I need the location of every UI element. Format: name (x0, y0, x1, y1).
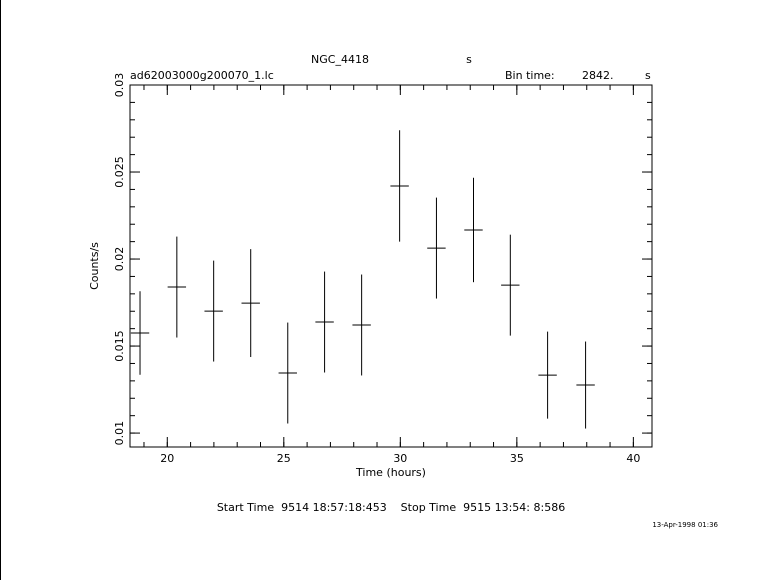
y-tick-label: 0.015 (113, 330, 126, 362)
x-tick-label: 25 (277, 452, 291, 465)
plot-frame (129, 84, 653, 448)
x-tick-label: 40 (626, 452, 640, 465)
y-axis-label: Counts/s (88, 242, 101, 290)
title-unit: s (466, 53, 472, 66)
timestamp: 13-Apr-1998 01:36 (652, 521, 718, 529)
chart-title: NGC_4418 (311, 53, 369, 66)
bin-value: 2842. (582, 69, 614, 82)
bin-label: Bin time: (505, 69, 555, 82)
x-axis-label: Time (hours) (355, 466, 426, 479)
y-tick-label: 0.01 (113, 421, 126, 446)
x-tick-label: 20 (160, 452, 174, 465)
bin-unit: s (645, 69, 651, 82)
y-tick-label: 0.03 (113, 73, 126, 98)
x-tick-label: 30 (393, 452, 407, 465)
subtitle: ad62003000g200070_1.lc (130, 69, 274, 82)
y-tick-label: 0.02 (113, 247, 126, 272)
x-tick-label: 35 (510, 452, 524, 465)
y-tick-label: 0.025 (113, 156, 126, 188)
footer: Start Time 9514 18:57:18:453 Stop Time 9… (217, 501, 565, 514)
